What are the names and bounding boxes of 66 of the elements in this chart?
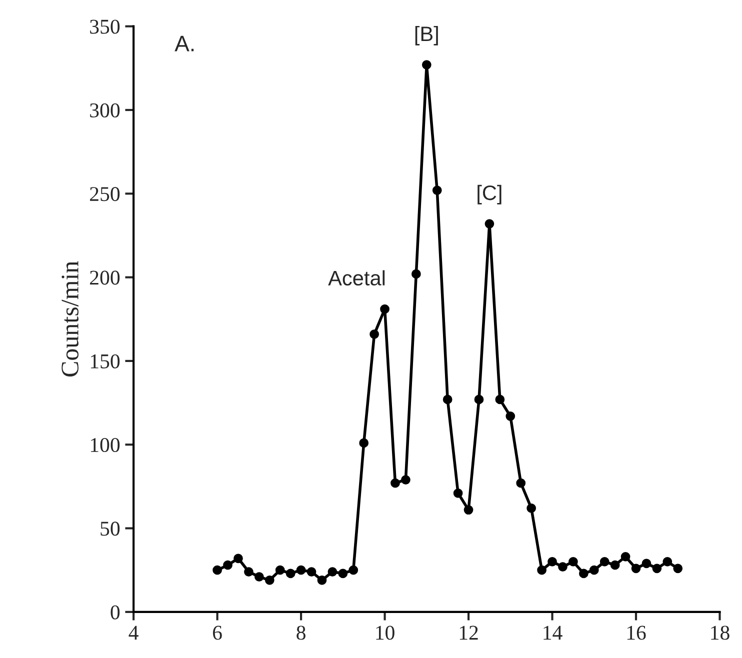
point [380,304,390,314]
point [223,560,232,570]
y-tick-label: 350 [90,20,120,34]
point [516,478,526,488]
x-tick-label: 12 [460,626,478,640]
point [568,557,578,566]
point [453,488,463,498]
x-tick-label: 10 [376,626,394,640]
y-tick-label: 200 [90,270,120,285]
point [589,565,599,575]
point [600,557,610,566]
point [610,560,620,570]
x-tick-label: 16 [627,626,646,640]
y-tick-label: 100 [90,438,120,452]
point [526,504,536,513]
point [474,394,484,404]
x-tick-label: 18 [711,626,730,640]
point [390,478,400,488]
y-tick-label: 50 [100,522,120,536]
point [537,565,546,575]
point [558,562,568,572]
annotation: [C] [478,184,502,204]
point [411,269,421,279]
y-tick-label: 0 [110,605,120,620]
point [401,475,410,484]
point [652,564,662,574]
annotation: Acetal [328,270,385,286]
x-tick-label: 4 [128,626,138,640]
point [328,567,338,576]
point [359,438,369,448]
point [631,564,641,574]
point [306,567,316,576]
x-tick-label: 8 [296,626,306,640]
point [286,568,296,578]
y-tick-label: 250 [90,187,120,202]
point [548,557,557,566]
point [275,565,285,575]
point [317,575,327,585]
point [642,558,652,568]
point [234,554,243,564]
point [254,572,264,582]
point [296,565,306,575]
point [495,394,505,404]
y-tick-label: 150 [90,354,120,368]
point [662,557,672,566]
y-axis-title: Counts/min [62,261,78,376]
point [422,60,432,70]
y-tick-label: 300 [90,103,120,118]
point [348,565,358,575]
x-tick-label: 14 [544,626,562,640]
annotation: [B] [415,26,438,46]
point [370,330,379,339]
x-tick-label: 6 [212,626,222,640]
point [338,568,348,578]
point [506,411,516,421]
point [464,505,474,515]
point [484,219,494,228]
point [432,186,442,195]
point [442,394,452,404]
point [212,565,222,575]
point [244,567,254,576]
point [673,564,683,574]
point [620,552,630,562]
point [578,568,588,578]
point [264,575,274,585]
annotation: A. [174,36,194,52]
